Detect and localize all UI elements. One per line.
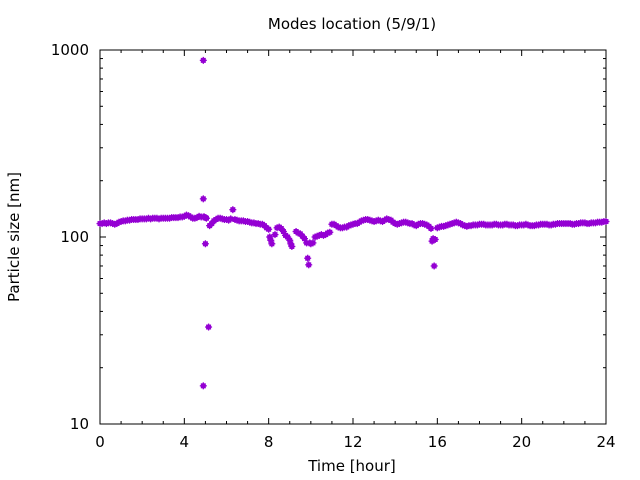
data-point — [309, 239, 317, 247]
x-tick-label: 20 — [512, 433, 531, 451]
plot-frame — [99, 49, 607, 425]
data-point — [427, 225, 435, 233]
tick-labels: 0 4 8 12 16 20 24 10 100 1000 — [51, 41, 616, 451]
data-point — [199, 195, 207, 203]
data-point — [199, 56, 207, 64]
data-point — [265, 225, 273, 233]
y-axis-label: Particle size [nm] — [5, 172, 23, 302]
data-point — [199, 382, 207, 390]
x-tick-label: 0 — [95, 433, 105, 451]
data-point — [288, 242, 296, 250]
x-tick-label: 16 — [428, 433, 447, 451]
data-point — [271, 231, 279, 239]
data-point — [602, 218, 610, 226]
data-point — [268, 240, 276, 248]
data-point — [229, 206, 237, 214]
data-point — [430, 262, 438, 270]
y-tick-label: 100 — [60, 228, 89, 246]
x-tick-label: 24 — [596, 433, 615, 451]
data-point — [326, 228, 334, 236]
data-point — [201, 240, 209, 248]
data-point — [205, 323, 213, 331]
axis-ticks — [99, 49, 607, 425]
x-axis-label: Time [hour] — [307, 457, 396, 475]
y-tick-label: 10 — [70, 415, 89, 433]
x-tick-label: 8 — [264, 433, 274, 451]
data-point — [202, 214, 210, 222]
y-tick-label: 1000 — [51, 41, 89, 59]
x-tick-label: 12 — [343, 433, 362, 451]
data-point — [305, 261, 313, 269]
x-tick-label: 4 — [180, 433, 190, 451]
data-points — [96, 56, 610, 390]
data-point — [431, 235, 439, 243]
chart-title: Modes location (5/9/1) — [268, 15, 436, 33]
data-point — [304, 254, 312, 262]
